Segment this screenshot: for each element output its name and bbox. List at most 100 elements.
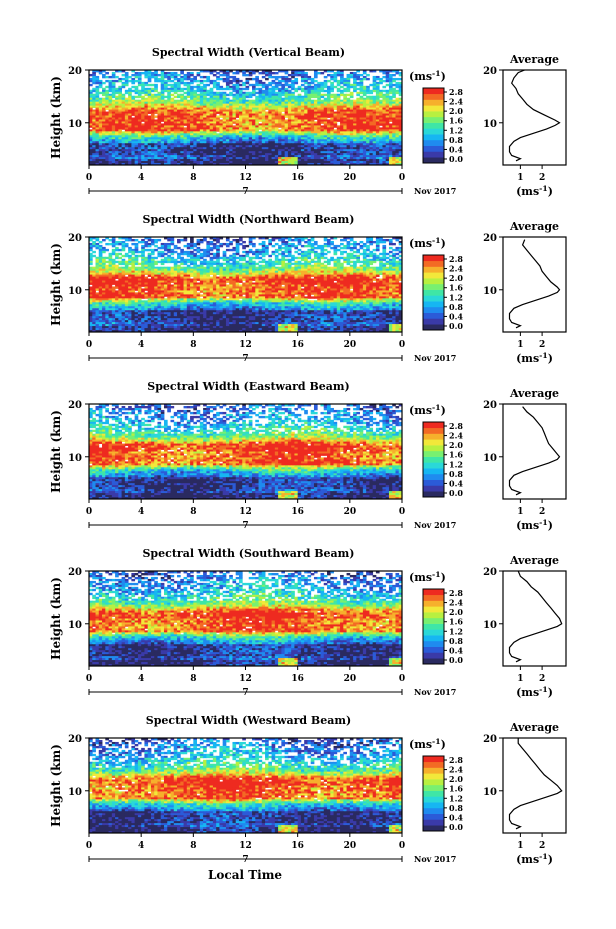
heatmap-cell <box>118 103 122 107</box>
heatmap-cell <box>317 103 321 107</box>
heatmap-cell <box>297 85 302 89</box>
heatmap-cell <box>245 115 250 118</box>
heatmap-cell <box>98 91 103 95</box>
heatmap-cell <box>108 83 113 87</box>
heatmap-cell <box>353 246 357 250</box>
heatmap-cell <box>258 115 263 118</box>
heatmap-cell <box>183 81 188 85</box>
heatmap-cell <box>232 99 237 103</box>
heatmap-cell <box>222 95 227 99</box>
heatmap-cell <box>209 111 214 114</box>
heatmap-cell <box>98 115 103 118</box>
heatmap-cell <box>366 248 370 252</box>
heatmap-cell <box>323 97 328 101</box>
heatmap-cell <box>313 256 318 260</box>
heatmap-cell <box>379 252 383 256</box>
heatmap-cell <box>340 113 344 116</box>
heatmap-cell <box>281 113 286 116</box>
heatmap-cell <box>307 107 312 110</box>
heatmap-cell <box>183 97 188 101</box>
heatmap-cell <box>284 83 289 87</box>
heatmap-cell <box>190 79 194 83</box>
heatmap-cell <box>216 75 220 79</box>
heatmap-cell <box>157 73 162 77</box>
heatmap-cell <box>294 246 299 250</box>
heatmap-cell <box>366 254 370 258</box>
heatmap-cell <box>300 105 305 109</box>
heatmap-cell <box>307 121 312 124</box>
heatmap-cell <box>199 87 204 91</box>
heatmap-cell <box>177 260 181 264</box>
heatmap-cell <box>235 256 240 260</box>
heatmap-cell <box>255 70 259 73</box>
heatmap-cell <box>170 101 175 105</box>
heatmap-cell <box>141 83 145 87</box>
heatmap-cell <box>245 121 250 124</box>
heatmap-cell <box>105 93 109 97</box>
heatmap-cell <box>359 121 364 124</box>
heatmap-cell <box>349 119 354 122</box>
heatmap-cell <box>284 123 289 126</box>
heatmap-cell <box>362 97 367 101</box>
heatmap-cell <box>154 240 158 244</box>
heatmap-cell <box>366 121 370 124</box>
heatmap-cell <box>157 97 162 101</box>
heatmap-cell <box>340 103 344 107</box>
heatmap-cell <box>388 73 393 77</box>
heatmap-cell <box>304 113 308 116</box>
heatmap-cell <box>395 77 400 81</box>
heatmap-cell <box>92 119 96 122</box>
heatmap-cell <box>304 123 308 126</box>
heatmap-cell <box>186 113 191 116</box>
heatmap-cell <box>163 75 168 79</box>
heatmap-cell <box>108 75 113 79</box>
average-title: Average <box>509 53 559 66</box>
heatmap-cell <box>131 95 136 99</box>
heatmap-cell <box>271 107 276 110</box>
heatmap-cell <box>105 119 109 122</box>
heatmap-cell <box>366 85 370 89</box>
heatmap-cell <box>353 121 357 124</box>
heatmap-cell <box>92 70 96 73</box>
heatmap-cell <box>372 97 377 101</box>
heatmap-cell <box>242 117 246 120</box>
heatmap-cell <box>229 103 233 107</box>
heatmap-cell <box>385 75 390 79</box>
heatmap-cell <box>340 70 344 73</box>
heatmap-cell <box>157 123 162 126</box>
heatmap-cell <box>137 101 142 105</box>
heatmap-cell <box>235 123 240 126</box>
heatmap-cell <box>222 103 227 107</box>
heatmap-cell <box>323 89 328 93</box>
heatmap-cell <box>271 119 276 122</box>
heatmap-cell <box>281 89 286 93</box>
heatmap-cell <box>102 103 106 107</box>
heatmap-cell <box>274 113 279 116</box>
heatmap-cell <box>340 238 344 242</box>
heatmap-cell <box>375 117 380 120</box>
heatmap-cell <box>385 123 390 126</box>
y-tick-label: 20 <box>68 66 82 77</box>
heatmap-cell <box>203 70 207 73</box>
heatmap-cell <box>398 101 403 105</box>
heatmap-cell <box>281 79 286 83</box>
heatmap-cell <box>141 91 145 95</box>
heatmap-cell <box>304 105 308 109</box>
heatmap-cell <box>147 71 152 75</box>
heatmap-cell <box>173 115 178 118</box>
heatmap-cell <box>150 107 155 110</box>
heatmap-cell <box>261 99 266 103</box>
heatmap-cell <box>343 109 347 112</box>
heatmap-cell <box>353 111 357 114</box>
heatmap-cell <box>154 119 158 122</box>
heatmap-cell <box>183 244 188 248</box>
heatmap-cell <box>395 89 400 93</box>
heatmap-cell <box>307 105 312 109</box>
heatmap-cell <box>177 109 181 112</box>
heatmap-cell <box>336 101 341 105</box>
heatmap-cell <box>333 95 338 99</box>
heatmap-cell <box>147 73 152 77</box>
heatmap-cell <box>186 75 191 79</box>
heatmap-cell <box>284 70 289 73</box>
heatmap-cell <box>102 81 106 85</box>
